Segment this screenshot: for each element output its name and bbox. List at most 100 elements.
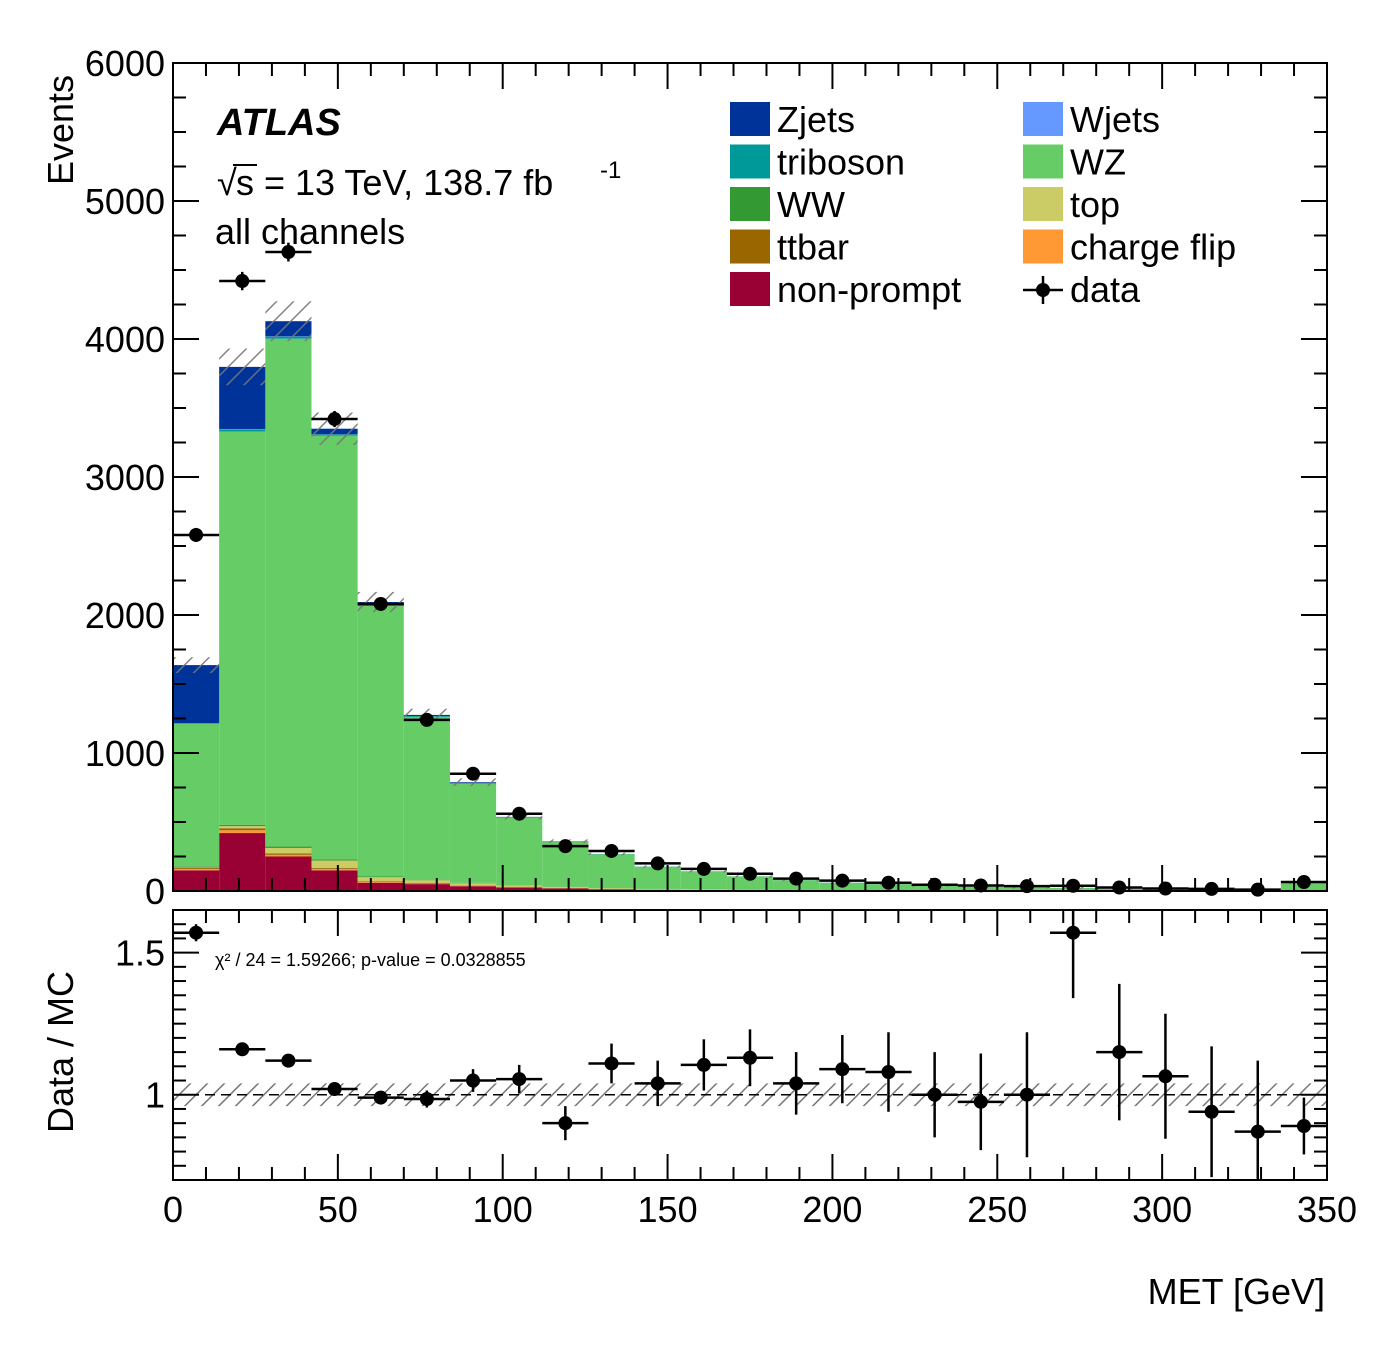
data-point-19 (1050, 878, 1097, 893)
ratio-marker-20 (1112, 1045, 1127, 1060)
legend-entry-ttbar: ttbar (730, 227, 849, 268)
bar-WW-2 (265, 846, 312, 848)
bar-WW-4 (357, 876, 404, 878)
bar-non-prompt-5 (403, 884, 450, 891)
bar-WZ-6 (449, 783, 497, 883)
legend-swatch-4 (730, 187, 770, 221)
legend-swatch-1 (1023, 102, 1063, 136)
legend-data-marker (1036, 283, 1050, 297)
ratio-y-tick-label-1: 1 (145, 1075, 165, 1116)
bar-top-9 (588, 888, 635, 890)
data-marker-16 (927, 877, 942, 892)
ratio-point-15 (865, 1032, 912, 1112)
legend-label-6: ttbar (777, 227, 849, 268)
ratio-marker-3 (327, 1082, 342, 1097)
bar-WZ-0 (173, 724, 220, 867)
ratio-marker-2 (281, 1053, 296, 1068)
y-axis-label-ratio: Data / MC (40, 971, 81, 1133)
bar-WZ-3 (311, 435, 358, 860)
ratio-panel: 1 1.5 0 50 100 150 200 250 300 350 χ² / 24 = 1.59… (40, 909, 1357, 1230)
ratio-points (173, 910, 1327, 1180)
data-point-4 (357, 596, 404, 611)
ratio-point-10 (634, 1060, 681, 1107)
bar-ttbar-0 (173, 867, 220, 869)
ratio-marker-6 (466, 1073, 481, 1088)
data-point-9 (588, 843, 635, 858)
data-marker-14 (835, 873, 850, 888)
x-tick-label-100: 100 (473, 1189, 533, 1230)
bar-non-prompt-1 (219, 833, 266, 891)
bar-charge-flip-1 (219, 830, 266, 834)
ratio-y-tick-label-1.5: 1.5 (115, 933, 165, 974)
data-point-6 (449, 766, 497, 781)
ratio-point-4 (357, 1090, 404, 1105)
ratio-marker-14 (835, 1062, 850, 1077)
legend-swatch-7 (1023, 229, 1063, 264)
bar-ttbar-1 (219, 828, 266, 831)
data-point-17 (957, 878, 1004, 893)
bar-non-prompt-8 (542, 888, 589, 891)
bar-ttbar-4 (357, 881, 404, 883)
ratio-marker-13 (789, 1076, 804, 1091)
y-tick-label-4000: 4000 (85, 319, 165, 360)
y-tick-label-6000: 6000 (85, 43, 165, 84)
bar-WZ-10 (634, 866, 681, 889)
stacked-histogram (173, 321, 1327, 891)
bar-charge-flip-3 (311, 869, 358, 871)
data-marker-19 (1066, 878, 1081, 893)
bar-ttbar-2 (265, 853, 312, 855)
data-point-15 (865, 875, 912, 890)
y-axis-label-main: Events (40, 75, 81, 185)
bar-WZ-2 (265, 338, 312, 847)
mc-unc-bin-6 (449, 778, 497, 786)
bar-triboson-0 (173, 723, 220, 725)
ratio-point-9 (588, 1043, 635, 1084)
bar-top-7 (496, 885, 543, 887)
data-marker-13 (789, 871, 804, 886)
bar-top-3 (311, 860, 358, 869)
legend-label-1: Wjets (1070, 99, 1160, 140)
ratio-marker-19 (1066, 925, 1081, 940)
ratio-marker-10 (650, 1076, 665, 1091)
legend-label-4: WW (777, 184, 845, 225)
ratio-point-3 (311, 1082, 358, 1097)
ratio-point-20 (1096, 983, 1143, 1121)
ratio-marker-18 (1019, 1087, 1034, 1102)
ratio-point-17 (957, 1053, 1004, 1151)
legend-label-0: Zjets (777, 99, 855, 140)
data-marker-4 (373, 596, 388, 611)
data-point-5 (403, 712, 450, 727)
ratio-marker-22 (1204, 1104, 1219, 1119)
ratio-marker-23 (1250, 1124, 1265, 1139)
ratio-point-7 (496, 1064, 543, 1094)
data-point-7 (496, 806, 543, 821)
legend-swatch-6 (730, 229, 770, 264)
legend-label-3: WZ (1070, 142, 1126, 183)
x-tick-label-350: 350 (1297, 1189, 1357, 1230)
energy-lumi-label: √ s = 13 TeV, 138.7 fb -1 (217, 157, 621, 203)
x-axis-label: MET [GeV] (1148, 1271, 1325, 1312)
bar-WW-0 (173, 866, 220, 867)
bar-WZ-9 (588, 854, 635, 889)
ratio-marker-12 (743, 1050, 757, 1065)
bar-WZ-12 (726, 876, 774, 890)
data-marker-21 (1158, 881, 1173, 896)
legend-entry-data: data (1023, 269, 1141, 310)
data-marker-5 (419, 712, 434, 727)
mc-unc-bin-2 (265, 301, 312, 342)
bar-top-0 (173, 866, 220, 868)
bar-WZ-11 (680, 871, 727, 890)
x-tick-label-50: 50 (318, 1189, 358, 1230)
ratio-marker-24 (1296, 1119, 1311, 1133)
data-marker-2 (281, 245, 296, 260)
bar-ttbar-3 (311, 868, 358, 870)
data-point-23 (1234, 882, 1281, 897)
bar-charge-flip-5 (403, 883, 450, 885)
energy-lumi-text: s = 13 TeV, 138.7 fb (236, 162, 553, 203)
chi2-annotation: χ² / 24 = 1.59266; p-value = 0.0328855 (215, 950, 526, 970)
ratio-marker-4 (373, 1090, 388, 1105)
ratio-axis-ticks: 1 1.5 0 50 100 150 200 250 300 350 (115, 910, 1357, 1230)
ratio-marker-16 (927, 1087, 942, 1102)
bar-WZ-4 (357, 606, 404, 877)
